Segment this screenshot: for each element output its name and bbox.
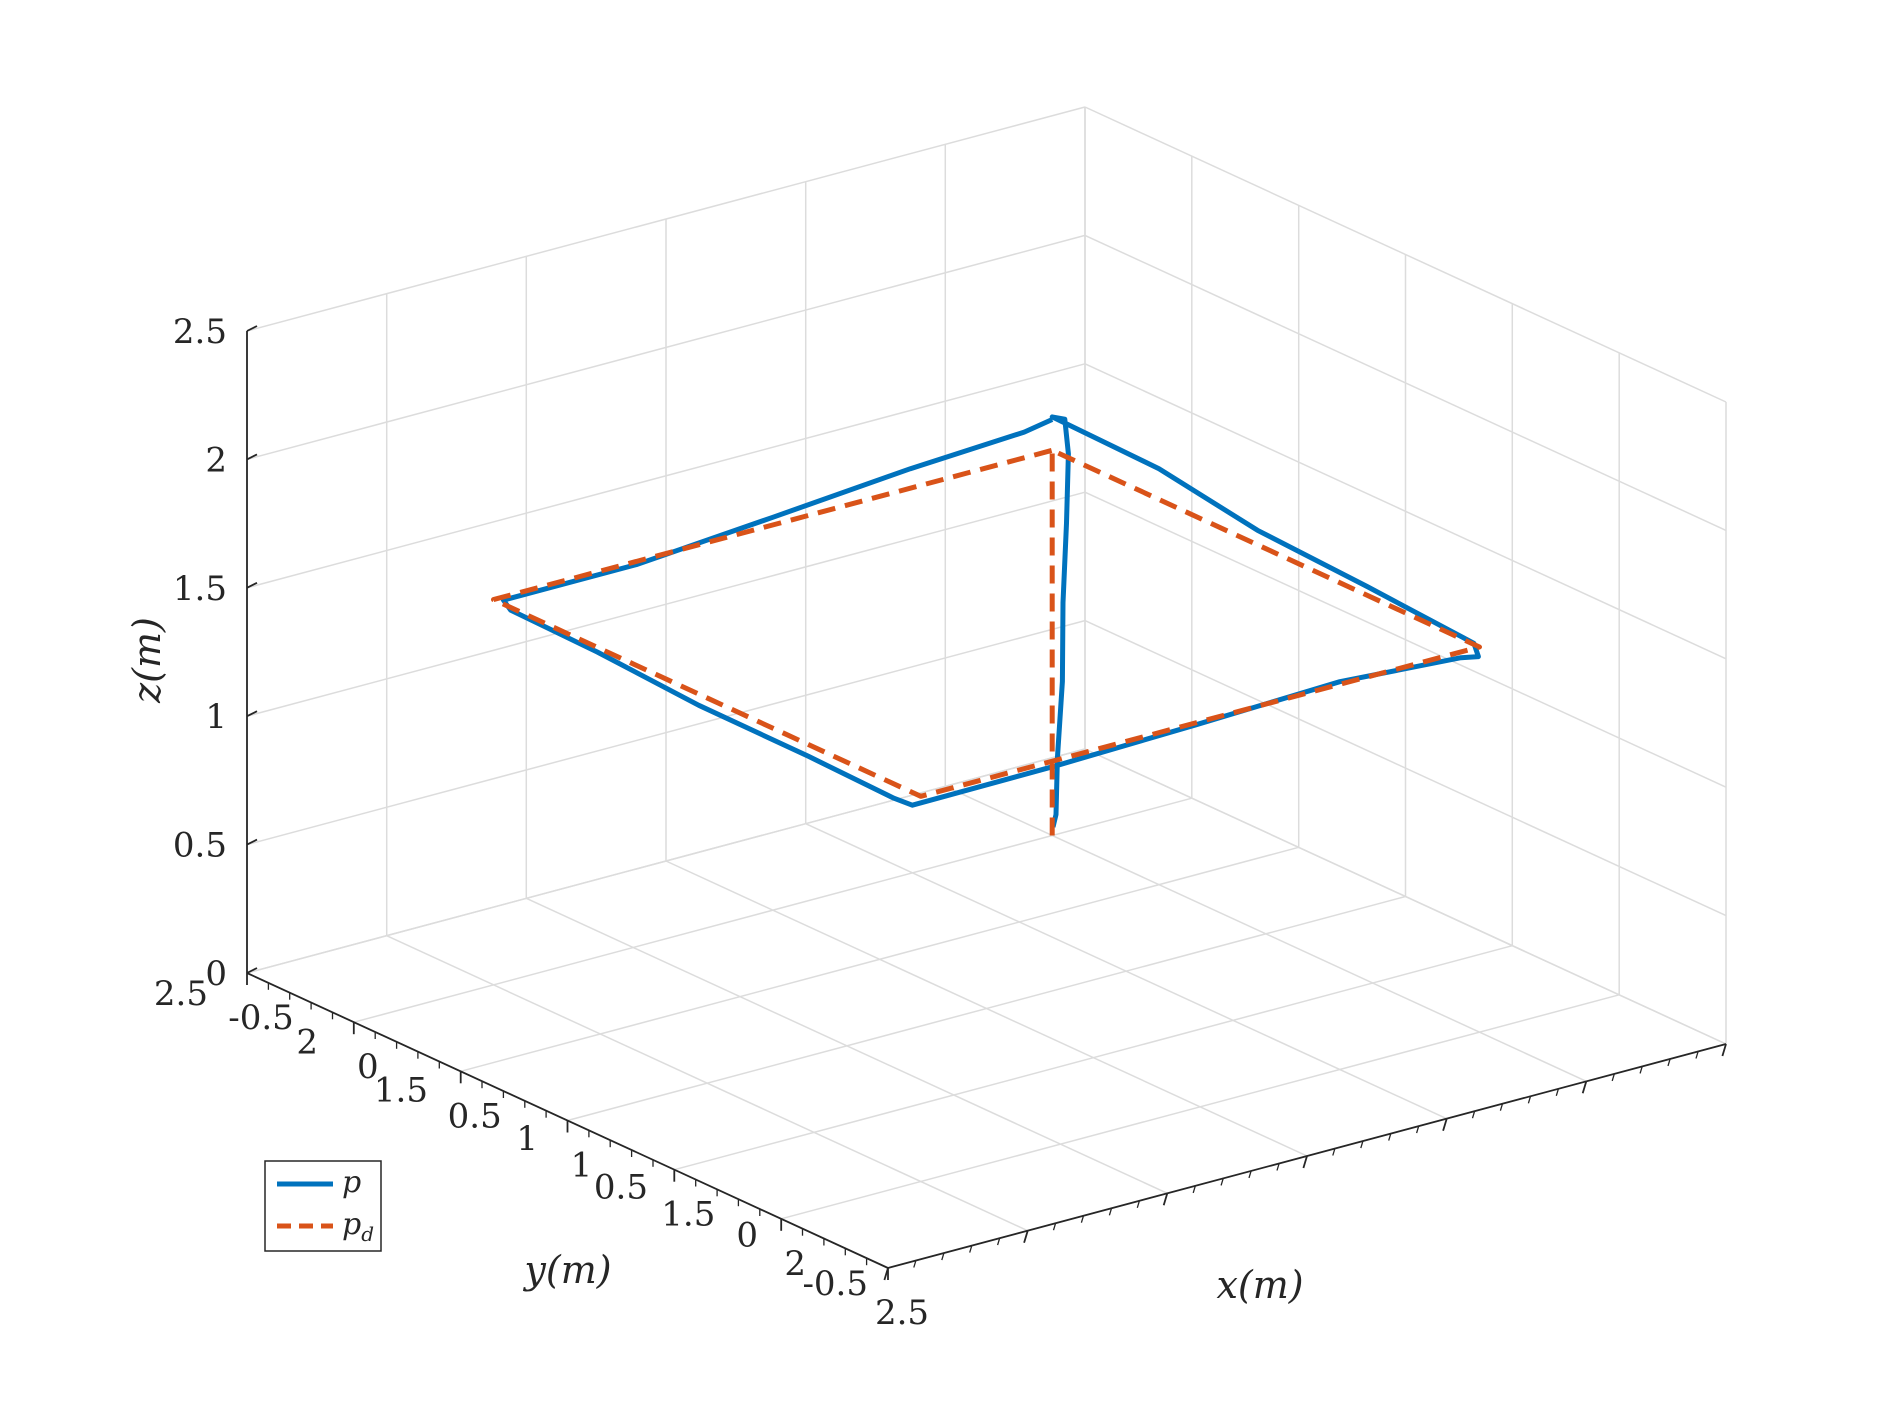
grid-wall-yz-z [246, 234, 1086, 461]
grid-floor-y [944, 785, 1587, 1082]
x-tick-label: 2 [784, 1244, 806, 1284]
y-minor-tick [1611, 1073, 1615, 1082]
y-minor-tick [1276, 1163, 1280, 1171]
y-minor-tick [1639, 1066, 1643, 1074]
y-major-tick [1302, 1155, 1308, 1169]
y-minor-tick [1052, 1223, 1057, 1231]
y-minor-tick [1360, 1140, 1364, 1149]
y-minor-tick [1415, 1125, 1420, 1134]
y-tick-label: 0 [736, 1216, 758, 1256]
z-major-tick [246, 967, 258, 974]
y-minor-tick [1192, 1185, 1196, 1194]
grid-wall-xz-z [1084, 619, 1727, 917]
y-minor-tick [1527, 1096, 1532, 1104]
y-minor-tick [1248, 1170, 1252, 1179]
y-minor-tick [941, 1252, 945, 1261]
x-tick-label: 2.5 [875, 1293, 929, 1333]
y-minor-tick [1220, 1178, 1224, 1186]
y-minor-tick [1499, 1103, 1504, 1111]
tick-labels: -0.500.511.522.5-0.500.511.522.500.511.5… [154, 312, 929, 1333]
x-tick-label: -0.5 [228, 998, 294, 1038]
grid-wall-xz-z [1084, 363, 1727, 660]
x-axis-label: x(m) [1216, 1263, 1303, 1307]
grid-wall-yz-z [246, 748, 1086, 974]
z-axis-label: z(m) [125, 617, 169, 704]
grid-wall-yz-z [246, 619, 1086, 846]
z-major-tick [246, 325, 258, 332]
z-major-tick [246, 581, 258, 589]
grid-wall-yz-z [246, 106, 1086, 332]
grid-wall-xz-z [1084, 234, 1727, 532]
legend-label-p: p [342, 1165, 361, 1200]
y-major-tick [1442, 1118, 1448, 1131]
x-tick-label: 0.5 [448, 1096, 502, 1136]
y-minor-tick [1108, 1208, 1113, 1216]
y-minor-tick [1080, 1215, 1085, 1223]
series-line-p-d [491, 447, 1482, 836]
grid-wall-yz-z [246, 491, 1086, 717]
legend-label-pd-main: p [342, 1207, 361, 1242]
z-major-tick [246, 710, 258, 718]
y-minor-tick [996, 1237, 1001, 1246]
grid-wall-yz-z [246, 363, 1086, 589]
grid-floor-y [805, 823, 1448, 1120]
y-minor-tick [969, 1245, 973, 1253]
series-lines [491, 414, 1482, 836]
grid-lines [246, 106, 1727, 1269]
y-tick-label: 1.5 [374, 1071, 428, 1111]
legend: p pd [264, 1160, 382, 1252]
y-minor-tick [1388, 1133, 1392, 1141]
z-tick-label: 2 [205, 440, 227, 480]
y-minor-tick [1695, 1051, 1699, 1059]
grid-floor-y [525, 897, 1168, 1194]
y-tick-label: 2.5 [154, 974, 208, 1014]
z-tick-label: 0 [205, 954, 227, 994]
z-major-tick [246, 453, 258, 461]
grid-floor-y [386, 935, 1029, 1232]
y-minor-tick [1471, 1111, 1476, 1119]
y-major-tick [1162, 1193, 1169, 1206]
y-major-tick [883, 1267, 889, 1281]
y-major-tick [1023, 1230, 1029, 1243]
z-tick-label: 1 [205, 697, 227, 737]
y-axis-label: y(m) [522, 1248, 611, 1292]
x-tick-label: 1 [571, 1146, 593, 1186]
z-tick-label: 1.5 [173, 569, 227, 609]
y-tick-label: -0.5 [802, 1264, 868, 1304]
y-major-tick [1721, 1043, 1727, 1057]
z-tick-label: 0.5 [173, 826, 227, 866]
y-tick-label: 2 [296, 1022, 318, 1062]
y-major-tick [1581, 1081, 1588, 1094]
grid-wall-xz-z [1084, 748, 1727, 1045]
y-minor-tick [913, 1260, 917, 1268]
y-minor-tick [1667, 1058, 1671, 1067]
y-minor-tick [1555, 1088, 1560, 1096]
series-line-p [500, 414, 1481, 828]
axes [246, 325, 1727, 1281]
legend-box [264, 1160, 382, 1252]
grid-floor-y [665, 860, 1308, 1157]
legend-label-pd: pd [342, 1207, 374, 1246]
z-major-tick [246, 838, 258, 846]
x-tick-label: 0 [357, 1047, 379, 1087]
z-tick-label: 2.5 [173, 312, 227, 352]
y-tick-label: 0.5 [594, 1167, 648, 1207]
grid-wall-xz-z [1084, 491, 1727, 788]
x-tick-label: 1.5 [661, 1195, 715, 1235]
legend-label-pd-sub: d [361, 1222, 374, 1246]
y-tick-label: 1 [516, 1119, 538, 1159]
y-minor-tick [1136, 1200, 1141, 1208]
grid-wall-xz-z [1084, 106, 1727, 403]
y-minor-tick [1332, 1148, 1336, 1156]
